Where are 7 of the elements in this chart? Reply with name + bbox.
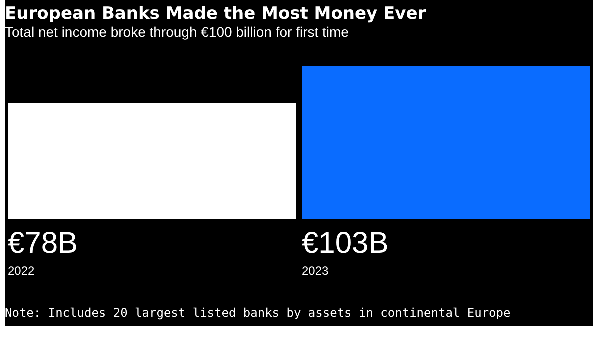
data-label: €78B bbox=[8, 227, 78, 260]
x-tick-label: 2022 bbox=[8, 264, 36, 278]
data-label: €103B bbox=[302, 227, 389, 260]
text: Note: Includes 20 largest listed banks by assets in continental Europe bbox=[5, 306, 511, 320]
x-tick-label: 2023 bbox=[302, 264, 330, 278]
chart-subtitle: Total net income broke through €100 billion for first time bbox=[5, 24, 350, 40]
chart-title: European Banks Made the Most Money Ever bbox=[5, 3, 428, 24]
